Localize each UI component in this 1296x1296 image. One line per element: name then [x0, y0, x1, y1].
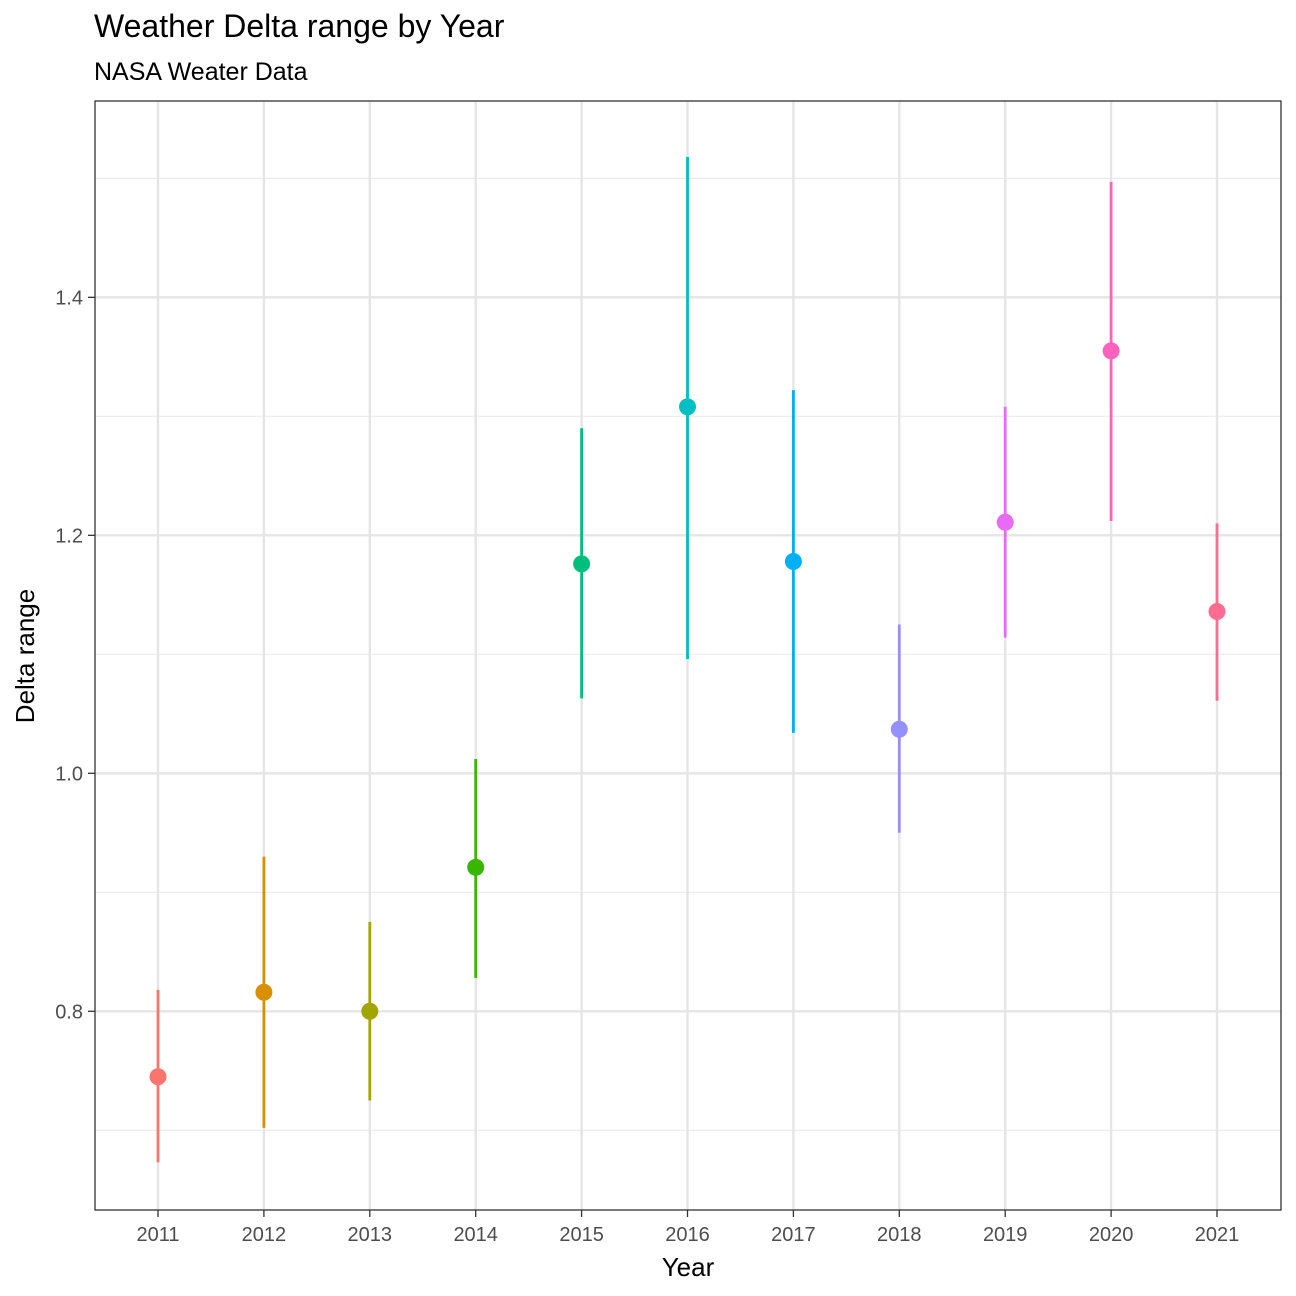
x-tick-label: 2011	[136, 1224, 179, 1246]
x-tick-label: 2013	[348, 1224, 393, 1246]
data-point-2017	[784, 552, 802, 570]
x-axis-title: Year	[662, 1252, 715, 1282]
y-tick-label: 1.0	[55, 763, 83, 785]
x-tick-label: 2012	[242, 1224, 287, 1246]
y-tick-label: 1.2	[55, 525, 83, 547]
data-point-2016	[679, 398, 696, 416]
y-tick-label: 0.8	[55, 1001, 83, 1023]
data-point-2021	[1208, 602, 1226, 620]
chart-subtitle: NASA Weater Data	[94, 58, 308, 86]
data-point-2015	[573, 555, 591, 573]
data-point-2018	[890, 720, 908, 738]
x-tick-label: 2018	[877, 1224, 922, 1246]
data-point-2011	[149, 1068, 167, 1086]
axis-layer: 0.8 1.0 1.2 1.4 2011 2012 2013 2014 2015 2016 2017…	[55, 287, 1239, 1246]
marks-layer	[149, 156, 1226, 1163]
x-tick-label: 2015	[559, 1224, 604, 1246]
x-tick-label: 2016	[665, 1224, 710, 1246]
y-axis-title: Delta range	[10, 589, 40, 723]
x-tick-label: 2020	[1089, 1224, 1134, 1246]
x-tick-label: 2021	[1195, 1224, 1240, 1246]
data-point-2020	[1102, 342, 1120, 360]
chart-title: Weather Delta range by Year	[94, 8, 505, 44]
x-tick-label: 2019	[983, 1224, 1028, 1246]
data-point-2013	[361, 1002, 379, 1020]
x-tick-label: 2014	[453, 1224, 498, 1246]
y-tick-label: 1.4	[55, 287, 83, 309]
x-tick-label: 2017	[771, 1224, 816, 1246]
data-point-2014	[467, 858, 485, 876]
data-point-2012	[255, 983, 273, 1001]
data-point-2019	[996, 513, 1014, 531]
